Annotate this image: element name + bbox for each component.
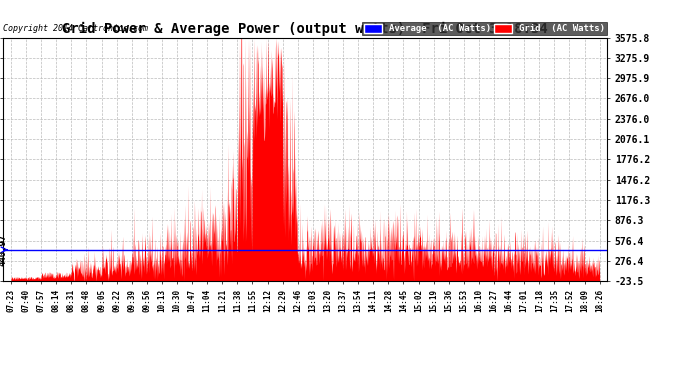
Title: Grid Power & Average Power (output watts)  Fri Oct 3 18:34: Grid Power & Average Power (output watts… <box>63 22 548 36</box>
Text: Copyright 2014 Cartronics.com: Copyright 2014 Cartronics.com <box>3 24 148 33</box>
Text: 440.97: 440.97 <box>0 234 8 266</box>
Legend: Average  (AC Watts), Grid  (AC Watts): Average (AC Watts), Grid (AC Watts) <box>362 22 607 35</box>
